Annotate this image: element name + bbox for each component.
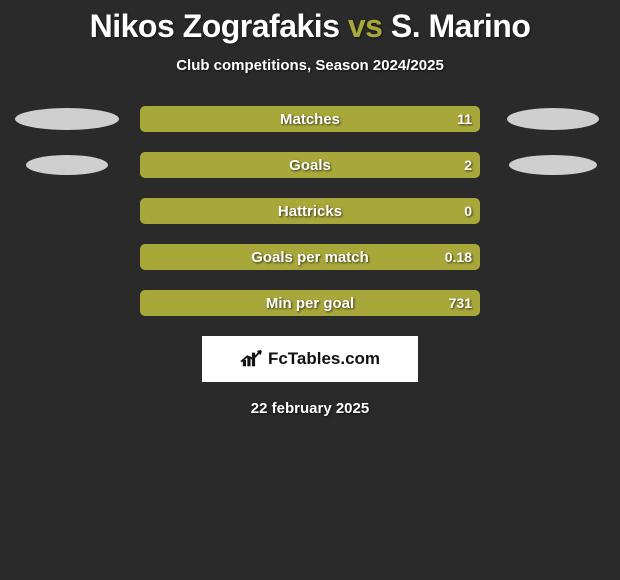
logo-box: FcTables.com (202, 336, 418, 382)
player2-name: S. Marino (391, 8, 531, 44)
left-indicator-ellipse (15, 108, 119, 130)
left-indicator-ellipse (26, 155, 108, 175)
right-indicator-slot (498, 244, 608, 270)
stat-value-right: 0.18 (445, 249, 472, 265)
left-indicator-slot (12, 244, 122, 270)
stats-list: Matches11 Goals2 Hattricks0 Goals per match… (0, 106, 620, 316)
stat-row: Matches11 (0, 106, 620, 132)
right-indicator-slot (498, 152, 608, 178)
page-title: Nikos Zografakis vs S. Marino (0, 8, 620, 45)
stat-bar: Matches11 (140, 106, 480, 132)
stat-value-right: 11 (457, 111, 472, 127)
subtitle: Club competitions, Season 2024/2025 (0, 57, 620, 74)
stat-label: Hattricks (140, 203, 480, 220)
stat-value-right: 2 (464, 157, 472, 173)
stat-label: Goals (140, 157, 480, 174)
right-indicator-slot (498, 198, 608, 224)
stat-value-right: 731 (449, 295, 472, 311)
stat-bar: Min per goal731 (140, 290, 480, 316)
stat-label: Goals per match (140, 249, 480, 266)
stat-bar: Goals per match0.18 (140, 244, 480, 270)
stat-row: Min per goal731 (0, 290, 620, 316)
chart-icon (240, 349, 262, 369)
left-indicator-slot (12, 106, 122, 132)
stat-label: Min per goal (140, 295, 480, 312)
vs-label: vs (348, 8, 383, 44)
right-indicator-ellipse (507, 108, 599, 130)
left-indicator-slot (12, 198, 122, 224)
logo-text: FcTables.com (268, 349, 380, 369)
player1-name: Nikos Zografakis (90, 8, 340, 44)
left-indicator-slot (12, 290, 122, 316)
right-indicator-ellipse (509, 155, 597, 175)
stat-bar: Goals2 (140, 152, 480, 178)
stat-row: Goals per match0.18 (0, 244, 620, 270)
stat-row: Goals2 (0, 152, 620, 178)
right-indicator-slot (498, 106, 608, 132)
date-label: 22 february 2025 (0, 400, 620, 417)
stat-value-right: 0 (464, 203, 472, 219)
comparison-card: Nikos Zografakis vs S. Marino Club compe… (0, 0, 620, 417)
stat-bar: Hattricks0 (140, 198, 480, 224)
stat-label: Matches (140, 111, 480, 128)
right-indicator-slot (498, 290, 608, 316)
stat-row: Hattricks0 (0, 198, 620, 224)
left-indicator-slot (12, 152, 122, 178)
